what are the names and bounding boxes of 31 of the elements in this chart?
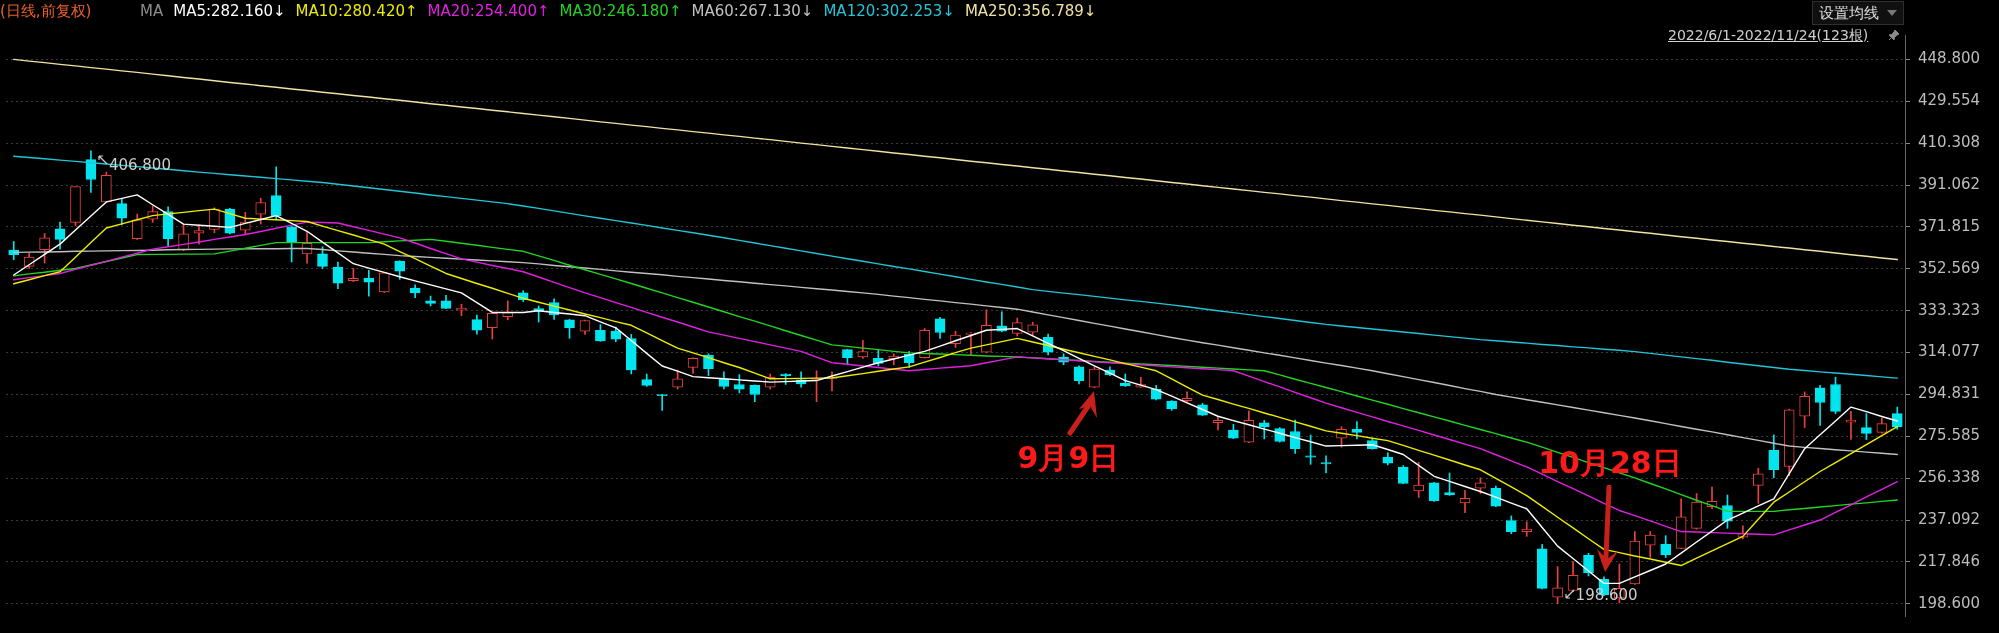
text: MA120:302.253↓ xyxy=(823,2,955,20)
text: MA30:246.180↑ xyxy=(559,2,682,20)
y-tick-label: 371.815 xyxy=(1918,216,1981,235)
y-tick-label: 429.554 xyxy=(1918,91,1981,110)
candlestick xyxy=(1413,462,1424,498)
text: MA250:356.789↓ xyxy=(964,2,1097,20)
y-tick-label: 352.569 xyxy=(1918,258,1981,277)
y-tick-label: 448.800 xyxy=(1918,49,1981,68)
text: 设置均线 xyxy=(1819,3,1879,23)
candlestick xyxy=(1521,521,1533,537)
y-tick-label: 217.846 xyxy=(1918,551,1981,570)
chart-subtitle: 2022/6/1-2022/11/24(123根) xyxy=(1668,27,1869,45)
y-tick-label: 333.323 xyxy=(1918,300,1981,319)
y-tick-label: 198.600 xyxy=(1918,593,1981,612)
y-tick-label: 256.338 xyxy=(1918,468,1981,487)
legend-title: MA xyxy=(140,2,164,20)
candlestick xyxy=(1320,455,1332,474)
y-tick-label: 391.062 xyxy=(1918,174,1981,193)
text: MA10:280.420↑ xyxy=(295,2,418,20)
chart-title: (日线,前复权) xyxy=(0,2,92,21)
y-tick-label: 237.092 xyxy=(1918,509,1981,528)
annotation: 9月9日 xyxy=(1017,438,1120,477)
y-tick-label: 294.831 xyxy=(1918,384,1981,403)
text: MA5:282.160↓ xyxy=(173,2,286,20)
y-tick-label: 314.077 xyxy=(1918,342,1981,361)
text: MA20:254.400↑ xyxy=(427,2,550,20)
candlestick xyxy=(966,332,976,356)
candlestick xyxy=(363,269,375,297)
y-tick-label: 410.308 xyxy=(1918,133,1981,152)
y-tick-label: 275.585 xyxy=(1918,426,1981,445)
text: MA60:267.130↓ xyxy=(691,2,814,20)
